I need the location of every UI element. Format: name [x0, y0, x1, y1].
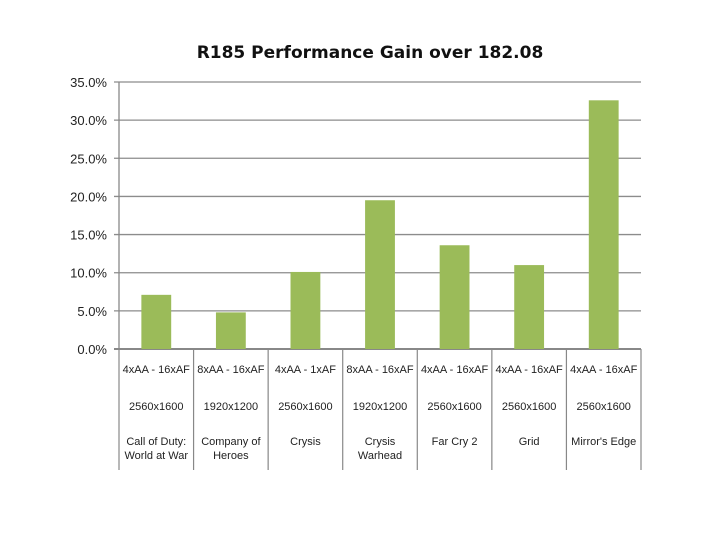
bar [215, 312, 246, 349]
category-settings: 8xAA - 16xAF [346, 364, 414, 376]
category-game: Heroes [213, 450, 249, 462]
category-settings: 8xAA - 16xAF [197, 364, 265, 376]
category-game: Grid [519, 436, 540, 448]
chart-title: R185 Performance Gain over 182.08 [197, 43, 544, 63]
bar [290, 271, 321, 349]
category-game: Far Cry 2 [432, 436, 478, 448]
category-game: Mirror's Edge [571, 436, 636, 448]
y-tick-label: 10.0% [70, 266, 107, 281]
category-resolution: 2560x1600 [576, 401, 630, 413]
y-tick-label: 20.0% [70, 189, 107, 204]
category-game: Company of [201, 436, 261, 448]
y-tick-label: 30.0% [70, 113, 107, 128]
category-settings: 4xAA - 1xAF [275, 364, 336, 376]
bar [439, 245, 470, 349]
y-tick-label: 0.0% [77, 342, 107, 357]
category-resolution: 1920x1200 [353, 401, 407, 413]
category-settings: 4xAA - 16xAF [421, 364, 489, 376]
category-game: World at War [124, 450, 188, 462]
category-resolution: 2560x1600 [427, 401, 481, 413]
category-game: Crysis [365, 436, 396, 448]
category-settings: 4xAA - 16xAF [570, 364, 638, 376]
category-game: Crysis [290, 436, 321, 448]
category-resolution: 2560x1600 [278, 401, 332, 413]
bar [141, 294, 172, 349]
category-resolution: 2560x1600 [129, 401, 183, 413]
bar [514, 265, 545, 349]
y-tick-label: 15.0% [70, 228, 107, 243]
bar [365, 200, 395, 349]
category-resolution: 2560x1600 [502, 401, 556, 413]
category-game: Warhead [358, 450, 402, 462]
y-tick-label: 25.0% [70, 151, 107, 166]
category-settings: 4xAA - 16xAF [496, 364, 564, 376]
category-resolution: 1920x1200 [204, 401, 258, 413]
bar [588, 100, 619, 350]
y-tick-label: 35.0% [70, 75, 107, 90]
category-settings: 4xAA - 16xAF [123, 364, 191, 376]
category-game: Call of Duty: [126, 436, 186, 448]
y-tick-label: 5.0% [77, 304, 107, 319]
